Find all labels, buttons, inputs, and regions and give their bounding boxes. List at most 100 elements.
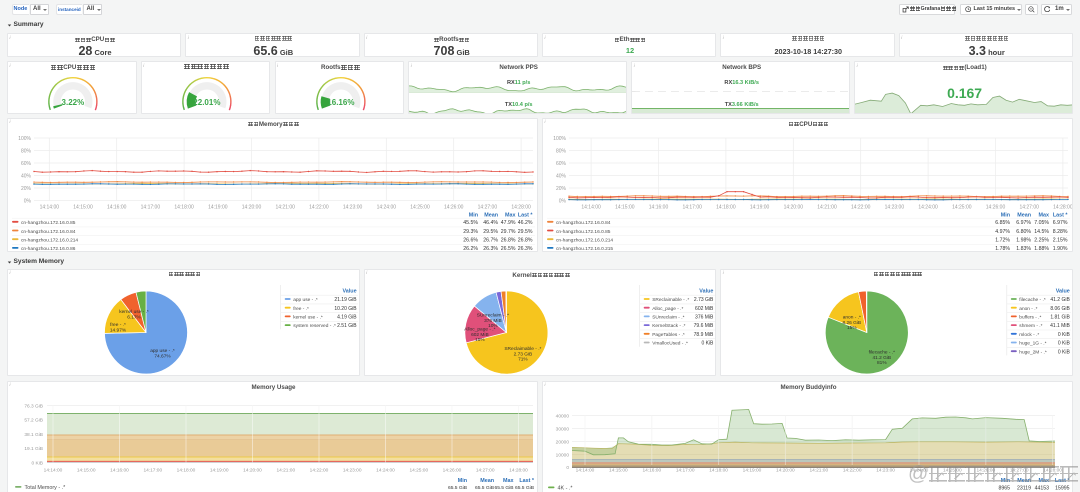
svg-text:14:24:00: 14:24:00 bbox=[918, 204, 938, 210]
svg-text:38.1 GiB: 38.1 GiB bbox=[24, 431, 43, 437]
svg-text:14:22:00: 14:22:00 bbox=[851, 204, 871, 210]
svg-text:shmem - .*: shmem - .* bbox=[1020, 323, 1043, 329]
svg-text:15%: 15% bbox=[847, 325, 857, 331]
svg-text:10.20 GiB: 10.20 GiB bbox=[334, 305, 357, 311]
svg-text:100%: 100% bbox=[553, 135, 566, 141]
svg-text:26.6%: 26.6% bbox=[463, 237, 478, 243]
svg-text:100%: 100% bbox=[18, 135, 31, 141]
svg-text:41.2 GiB: 41.2 GiB bbox=[1051, 297, 1071, 303]
svg-text:65.5 GiB: 65.5 GiB bbox=[475, 485, 494, 491]
svg-text:0 KiB: 0 KiB bbox=[32, 460, 43, 466]
svg-text:cn-hangzhou.172.16.0.84: cn-hangzhou.172.16.0.84 bbox=[556, 220, 611, 226]
svg-text:0%: 0% bbox=[559, 198, 567, 204]
svg-text:14:21:00: 14:21:00 bbox=[817, 204, 837, 210]
svg-text:29.5%: 29.5% bbox=[518, 228, 533, 234]
svg-text:buffers - .*: buffers - .* bbox=[1020, 314, 1042, 320]
svg-text:Last *: Last * bbox=[1053, 212, 1069, 218]
svg-text:78.9 MiB: 78.9 MiB bbox=[693, 331, 713, 337]
svg-text:14:24:00: 14:24:00 bbox=[910, 467, 929, 473]
svg-text:65.5 GiB: 65.5 GiB bbox=[494, 485, 513, 491]
svg-text:47.9%: 47.9% bbox=[501, 220, 516, 226]
svg-text:14:21:00: 14:21:00 bbox=[809, 467, 828, 473]
svg-text:cn-hangzhou.172.16.0.84: cn-hangzhou.172.16.0.84 bbox=[21, 228, 76, 234]
svg-text:14:17:00: 14:17:00 bbox=[143, 467, 162, 473]
svg-text:79.6 MiB: 79.6 MiB bbox=[693, 323, 713, 329]
svg-text:14:16:00: 14:16:00 bbox=[649, 204, 669, 210]
svg-text:0 KiB: 0 KiB bbox=[1058, 349, 1071, 355]
svg-text:14:19:00: 14:19:00 bbox=[210, 467, 229, 473]
svg-text:19.1 GiB: 19.1 GiB bbox=[24, 446, 43, 452]
svg-text:14:24:00: 14:24:00 bbox=[376, 467, 395, 473]
svg-text:filecache - .*: filecache - .* bbox=[1020, 297, 1047, 303]
svg-text:14:27:00: 14:27:00 bbox=[476, 467, 495, 473]
svg-text:kernel use - .*: kernel use - .* bbox=[119, 309, 149, 315]
svg-text:6.85%: 6.85% bbox=[995, 220, 1010, 226]
svg-text:14:14:00: 14:14:00 bbox=[576, 467, 595, 473]
svg-text:SUnreclaim - .*: SUnreclaim - .* bbox=[476, 312, 508, 318]
svg-text:6.80%: 6.80% bbox=[1016, 228, 1031, 234]
svg-text:6.17%: 6.17% bbox=[127, 314, 141, 320]
svg-text:16.16%: 16.16% bbox=[327, 98, 354, 107]
svg-text:14:21:00: 14:21:00 bbox=[276, 467, 295, 473]
svg-text:0 KiB: 0 KiB bbox=[1058, 331, 1071, 337]
svg-text:602 MiB: 602 MiB bbox=[695, 305, 714, 311]
svg-text:app use - .*: app use - .* bbox=[150, 348, 175, 354]
svg-text:system reserved - .*: system reserved - .* bbox=[293, 323, 336, 329]
svg-text:6.97%: 6.97% bbox=[1053, 220, 1068, 226]
svg-text:14:17:00: 14:17:00 bbox=[676, 467, 695, 473]
svg-text:Mean: Mean bbox=[484, 212, 498, 218]
svg-text:app use - .*: app use - .* bbox=[293, 297, 318, 303]
svg-text:PageTables - .*: PageTables - .* bbox=[652, 331, 685, 337]
svg-text:cn-hangzhou.172.16.0.215: cn-hangzhou.172.16.0.215 bbox=[556, 246, 613, 252]
svg-text:Total Memory - .*: Total Memory - .* bbox=[25, 485, 67, 491]
svg-text:41.1 MiB: 41.1 MiB bbox=[1050, 323, 1070, 329]
svg-text:21.19 GiB: 21.19 GiB bbox=[334, 297, 357, 303]
svg-text:14:19:00: 14:19:00 bbox=[208, 204, 228, 210]
svg-text:2.51 GiB: 2.51 GiB bbox=[337, 323, 357, 329]
svg-text:SReclaimable - .*: SReclaimable - .* bbox=[652, 297, 689, 303]
svg-text:Mean: Mean bbox=[1017, 212, 1031, 218]
svg-text:76.3 GiB: 76.3 GiB bbox=[24, 403, 43, 409]
svg-text:4.97%: 4.97% bbox=[995, 228, 1010, 234]
svg-text:Value: Value bbox=[699, 288, 713, 294]
svg-text:41.2 GiB: 41.2 GiB bbox=[873, 354, 892, 360]
svg-text:60%: 60% bbox=[21, 160, 32, 166]
svg-text:26.2%: 26.2% bbox=[463, 246, 478, 252]
svg-text:Last *: Last * bbox=[519, 478, 535, 484]
svg-text:14:14:00: 14:14:00 bbox=[40, 204, 60, 210]
svg-text:22.01%: 22.01% bbox=[193, 98, 220, 107]
svg-text:VmallocUsed - .*: VmallocUsed - .* bbox=[652, 340, 688, 346]
svg-text:14:22:00: 14:22:00 bbox=[309, 204, 329, 210]
svg-text:26.3%: 26.3% bbox=[518, 246, 533, 252]
svg-text:14:15:00: 14:15:00 bbox=[609, 467, 628, 473]
svg-text:14:18:00: 14:18:00 bbox=[709, 467, 728, 473]
svg-text:376 MiB: 376 MiB bbox=[695, 314, 714, 320]
svg-text:14:16:00: 14:16:00 bbox=[107, 204, 127, 210]
svg-text:14:15:00: 14:15:00 bbox=[73, 204, 93, 210]
svg-text:14:20:00: 14:20:00 bbox=[243, 467, 262, 473]
svg-text:14:27:00: 14:27:00 bbox=[1019, 204, 1039, 210]
svg-text:0: 0 bbox=[566, 465, 569, 471]
svg-text:mlock - .*: mlock - .* bbox=[1020, 331, 1040, 337]
svg-text:7.05%: 7.05% bbox=[1034, 220, 1049, 226]
svg-text:14:25:00: 14:25:00 bbox=[410, 204, 430, 210]
svg-text:14:26:00: 14:26:00 bbox=[986, 204, 1006, 210]
svg-text:14:28:00: 14:28:00 bbox=[509, 467, 528, 473]
svg-text:80%: 80% bbox=[21, 148, 32, 154]
svg-text:14:15:00: 14:15:00 bbox=[615, 204, 635, 210]
svg-text:0 KiB: 0 KiB bbox=[701, 340, 714, 346]
svg-text:14:18:00: 14:18:00 bbox=[174, 204, 194, 210]
svg-text:20%: 20% bbox=[21, 185, 32, 191]
svg-text:14.97%: 14.97% bbox=[110, 327, 127, 333]
svg-text:14:23:00: 14:23:00 bbox=[343, 467, 362, 473]
svg-text:14:26:00: 14:26:00 bbox=[443, 467, 462, 473]
svg-text:8.26 GiB: 8.26 GiB bbox=[843, 319, 862, 325]
svg-text:65.5 GiB: 65.5 GiB bbox=[515, 485, 534, 491]
svg-text:14:19:00: 14:19:00 bbox=[743, 467, 762, 473]
svg-text:1.88%: 1.88% bbox=[1034, 246, 1049, 252]
svg-text:15995: 15995 bbox=[1055, 485, 1070, 491]
svg-text:1.98%: 1.98% bbox=[1016, 237, 1031, 243]
svg-text:14.5%: 14.5% bbox=[1034, 228, 1049, 234]
svg-text:cn-hangzhou.172.16.0.214: cn-hangzhou.172.16.0.214 bbox=[21, 237, 78, 243]
svg-text:2.25%: 2.25% bbox=[1034, 237, 1049, 243]
